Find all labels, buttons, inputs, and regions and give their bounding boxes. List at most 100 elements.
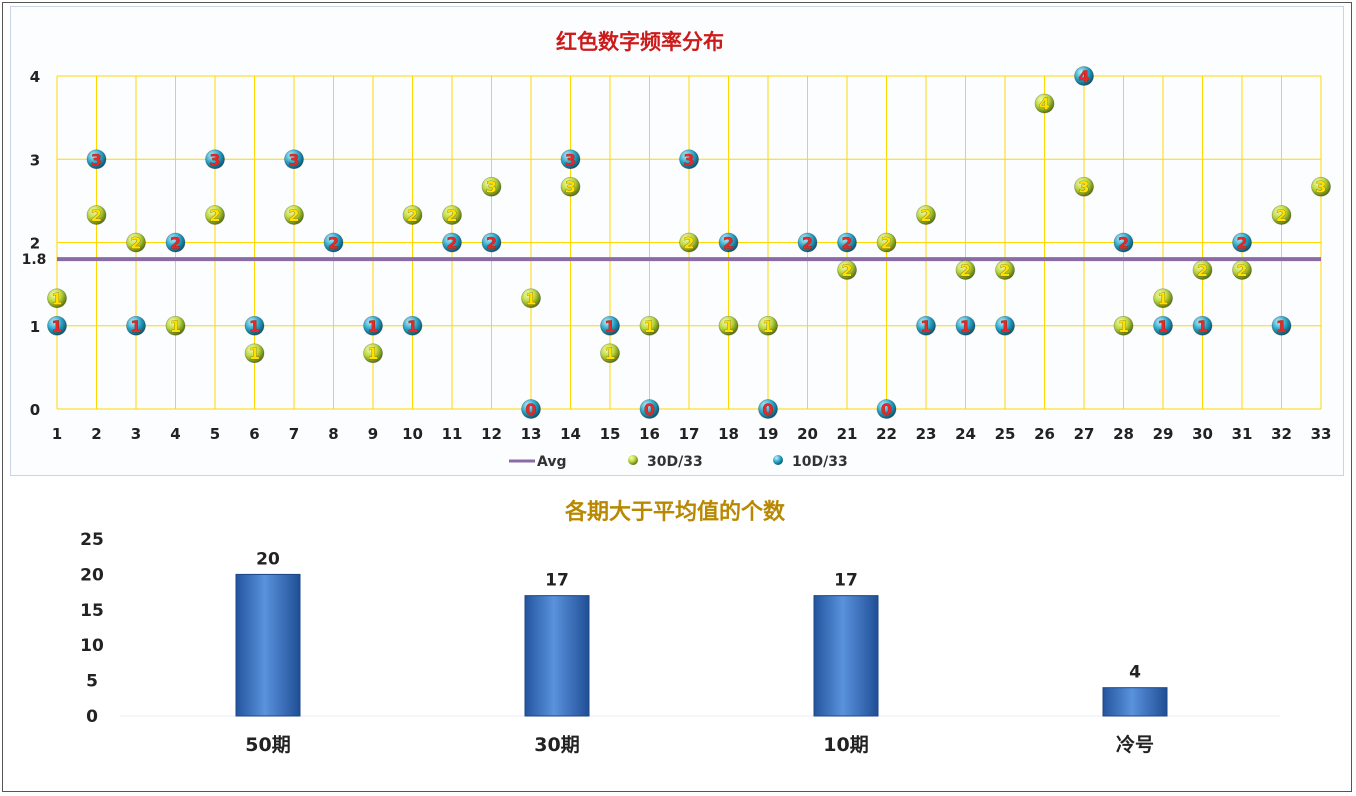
x-tick-label: 8 <box>328 425 338 443</box>
green-point <box>126 232 146 253</box>
x-tick-label: 33 <box>1311 425 1332 443</box>
scatter-grid <box>56 75 1322 410</box>
x-tick-label: 6 <box>249 425 259 443</box>
blue-point <box>1232 232 1252 253</box>
data-label: 1 <box>999 317 1010 336</box>
x-tick-label: 14 <box>560 425 581 443</box>
blue-point <box>1113 232 1134 253</box>
data-label: 2 <box>1197 261 1208 280</box>
x-tick-label: 15 <box>600 425 621 443</box>
data-label: 1 <box>170 317 181 336</box>
data-label: 2 <box>91 206 102 225</box>
green-point <box>442 205 462 225</box>
blue-point <box>47 315 67 336</box>
green-point <box>955 260 976 280</box>
bar-y-tick-label: 5 <box>86 672 98 692</box>
data-label: 1 <box>1157 317 1168 336</box>
green-point <box>837 260 857 280</box>
green-point <box>1192 260 1213 280</box>
data-label: 2 <box>683 234 694 253</box>
data-label: 1 <box>249 317 260 336</box>
bar <box>1102 687 1168 717</box>
bar-marks: 20 50期 17 30期 17 10期 4 冷号 <box>235 549 1168 756</box>
blue-point <box>1074 66 1094 86</box>
green-point <box>402 205 423 225</box>
scatter-legend: Avg 30D/33 10D/33 <box>509 454 848 470</box>
bar <box>524 595 590 717</box>
blue-point <box>521 399 541 419</box>
data-label: 1 <box>762 317 773 336</box>
data-label: 2 <box>1236 234 1247 253</box>
data-label: 1 <box>249 344 260 363</box>
blue-point <box>797 232 818 253</box>
blue-point <box>758 399 778 419</box>
data-label: 2 <box>841 234 852 253</box>
green-point <box>679 232 699 253</box>
data-label: 3 <box>1315 178 1326 197</box>
data-label: 2 <box>328 234 339 253</box>
green-point <box>1232 260 1252 280</box>
blue-point <box>955 315 976 336</box>
green-point <box>1074 176 1094 197</box>
blue-point <box>165 232 186 253</box>
green-point <box>600 343 620 364</box>
x-tick-label: 25 <box>995 425 1016 443</box>
green-point <box>521 288 541 309</box>
blue-point <box>1153 315 1173 336</box>
blue-point <box>442 232 462 253</box>
bar-title: 各期大于平均值的个数 <box>564 499 786 525</box>
data-label: 2 <box>130 234 141 253</box>
blue-point <box>837 232 857 253</box>
blue-point <box>679 149 699 170</box>
data-label: 1 <box>1157 289 1168 308</box>
x-tick-label: 30 <box>1192 425 1213 443</box>
data-label: 2 <box>288 206 299 225</box>
bar <box>813 595 879 717</box>
data-label: 2 <box>1276 206 1287 225</box>
bar <box>235 573 301 717</box>
green-point <box>1271 205 1292 225</box>
x-tick-label: 2 <box>91 425 101 443</box>
bar-value-label: 17 <box>834 571 858 591</box>
data-label: 4 <box>1078 67 1089 86</box>
data-label: 3 <box>91 150 102 169</box>
data-label: 2 <box>920 206 931 225</box>
x-tick-label: 29 <box>1153 425 1174 443</box>
data-label: 1 <box>367 344 378 363</box>
data-label: 2 <box>1118 234 1129 253</box>
legend-30d-label: 30D/33 <box>647 454 703 470</box>
data-label: 0 <box>644 400 655 419</box>
x-tick-label: 11 <box>442 425 463 443</box>
legend-30d-swatch <box>628 455 638 465</box>
y-tick-label: 4 <box>30 68 40 86</box>
data-label: 2 <box>960 261 971 280</box>
data-label: 2 <box>486 234 497 253</box>
data-label: 2 <box>999 261 1010 280</box>
x-tick-label: 4 <box>170 425 180 443</box>
green-point <box>86 205 107 225</box>
data-label: 2 <box>802 234 813 253</box>
x-tick-label: 10 <box>402 425 423 443</box>
data-label: 3 <box>683 150 694 169</box>
data-label: 1 <box>1276 317 1287 336</box>
x-tick-label: 13 <box>521 425 542 443</box>
x-tick-label: 9 <box>368 425 378 443</box>
x-tick-label: 28 <box>1113 425 1134 443</box>
green-point <box>363 343 383 364</box>
x-tick-label: 16 <box>639 425 660 443</box>
x-tick-label: 1 <box>52 425 62 443</box>
x-tick-label: 5 <box>210 425 220 443</box>
y-tick-label: 0 <box>30 401 40 419</box>
blue-point <box>481 232 502 253</box>
blue-point <box>86 149 107 170</box>
data-label: 1 <box>920 317 931 336</box>
x-tick-label: 24 <box>955 425 976 443</box>
green-point <box>244 343 265 364</box>
green-point <box>995 260 1015 280</box>
x-tick-label: 18 <box>718 425 739 443</box>
bar-y-tick-label: 10 <box>80 636 104 656</box>
green-point <box>916 205 936 225</box>
data-label: 1 <box>604 344 615 363</box>
bar-value-label: 20 <box>256 549 280 569</box>
